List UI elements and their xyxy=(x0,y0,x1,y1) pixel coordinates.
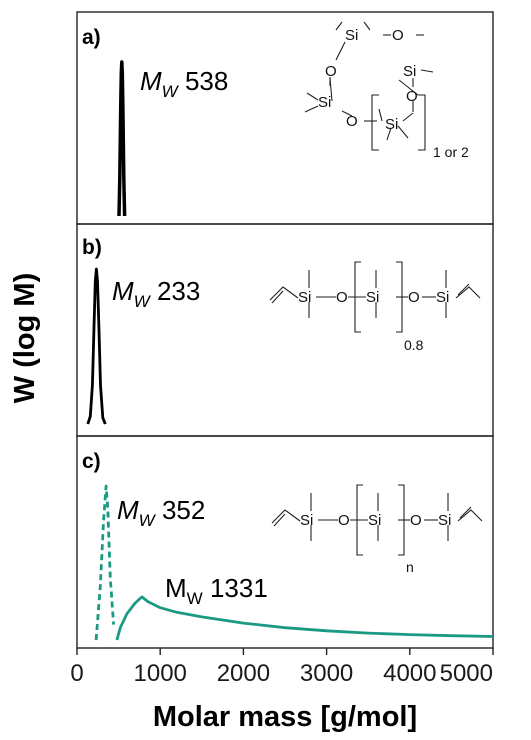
atom-o-2: O xyxy=(406,88,418,105)
structure-b: Si O Si O Si 0.8 xyxy=(269,261,481,353)
panel-c-series-2-line xyxy=(115,595,494,641)
atom-si-c1: Si xyxy=(300,512,313,529)
structure-a: Si O Si O Si O Si O 1 or 2 xyxy=(304,21,469,160)
mw-label-a: MW 538 xyxy=(140,66,228,101)
atom-o-b2: O xyxy=(408,289,420,306)
x-axis: 0 1000 2000 3000 4000 5000 xyxy=(70,648,494,687)
repeat-label-a: 1 or 2 xyxy=(433,144,469,160)
panel-b-label: b) xyxy=(82,236,102,259)
atom-si-c2: Si xyxy=(368,512,381,529)
x-tick-label-2000: 2000 xyxy=(217,660,270,687)
mw-label-b: MW 233 xyxy=(112,276,200,311)
x-tick-label-5000: 5000 xyxy=(440,660,493,687)
x-tick-label-3000: 3000 xyxy=(300,660,353,687)
panel-c-series-1-line xyxy=(94,484,115,641)
panel-a-frame xyxy=(76,11,494,225)
atom-si-b3: Si xyxy=(436,289,449,306)
atom-o-4: O xyxy=(325,63,337,80)
atom-si-2: Si xyxy=(403,63,416,80)
repeat-label-b: 0.8 xyxy=(404,337,424,353)
atom-o-b1: O xyxy=(336,289,348,306)
x-tick-label-1000: 1000 xyxy=(134,660,187,687)
panel-b-series-1-line xyxy=(86,267,107,425)
atom-si-3: Si xyxy=(385,116,398,133)
panel-a-label: a) xyxy=(82,26,101,49)
panel-c-frame xyxy=(76,435,494,649)
atom-si-b2: Si xyxy=(366,289,379,306)
data-curves xyxy=(86,60,494,641)
atom-si-4: Si xyxy=(318,94,331,111)
panel-frames xyxy=(76,11,494,649)
atom-o-1: O xyxy=(392,27,404,44)
y-axis-label: W (log M) xyxy=(9,273,41,403)
panel-c-label: c) xyxy=(82,450,101,473)
mw-label-c-solid: MW 1331 xyxy=(165,573,268,608)
atom-si-c3: Si xyxy=(438,512,451,529)
x-axis-label: Molar mass [g/mol] xyxy=(153,701,417,733)
mw-label-c-dashed: MW 352 xyxy=(117,495,205,530)
atom-o-c2: O xyxy=(410,512,422,529)
x-tick-label-4000: 4000 xyxy=(383,660,436,687)
repeat-label-c: n xyxy=(406,559,414,575)
atom-si-1: Si xyxy=(345,27,358,44)
x-tick-label-0: 0 xyxy=(70,660,83,687)
panel-b-frame xyxy=(76,223,494,437)
atom-o-3: O xyxy=(346,113,358,130)
structure-c: Si O Si O Si n xyxy=(271,484,483,575)
atom-o-c1: O xyxy=(338,512,350,529)
panel-a-series-1-line xyxy=(117,60,127,217)
atom-si-b1: Si xyxy=(298,289,311,306)
